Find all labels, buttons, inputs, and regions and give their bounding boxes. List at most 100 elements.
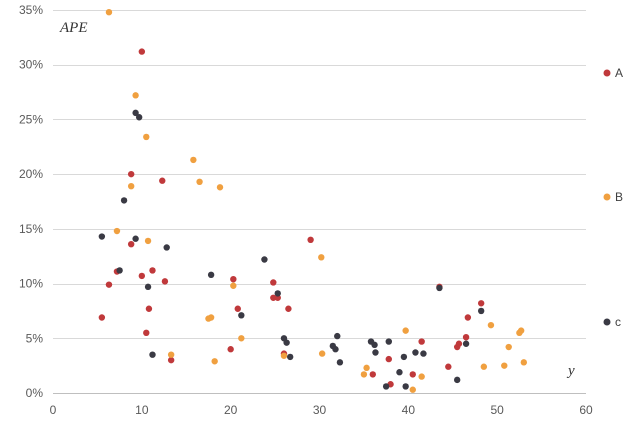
y-tick-labels: 0% 5% 10% 15% 20% 25% 30% 35%	[19, 3, 43, 400]
point-series-b	[207, 314, 215, 321]
point-series-c	[163, 244, 170, 251]
point-series-b	[143, 133, 150, 141]
point-series-b	[190, 156, 197, 164]
point-series-a	[145, 305, 153, 312]
y-tick-label: 15%	[19, 222, 43, 236]
point-series-a	[161, 278, 169, 285]
point-series-b	[196, 178, 203, 186]
y-tick-label: 5%	[26, 331, 44, 345]
point-series-b	[127, 182, 135, 190]
point-series-b	[238, 335, 245, 342]
point-series-c	[334, 332, 341, 340]
point-series-b	[167, 351, 175, 358]
point-series-a	[409, 371, 416, 378]
point-series-b	[363, 364, 370, 372]
point-series-b	[487, 321, 495, 329]
x-tick-label: 0	[50, 403, 57, 417]
point-series-c	[420, 350, 427, 357]
y-tick-label: 10%	[19, 277, 43, 291]
point-series-a	[227, 346, 234, 353]
point-series-c	[462, 340, 470, 347]
point-series-b	[216, 184, 224, 191]
point-series-b	[480, 363, 488, 370]
point-series-c	[283, 339, 290, 346]
x-tick-label: 20	[224, 403, 238, 417]
point-series-b	[144, 237, 152, 245]
point-series-c	[412, 349, 419, 356]
y-tick-label: 25%	[19, 112, 43, 126]
point-series-c	[98, 233, 106, 240]
x-tick-label: 40	[402, 403, 416, 417]
point-series-c	[336, 359, 344, 366]
point-series-b	[280, 352, 288, 359]
point-series-c	[238, 312, 245, 319]
point-series-b	[409, 386, 416, 393]
point-series-a	[138, 272, 146, 280]
point-series-c	[144, 283, 152, 291]
legend-label-b: B	[615, 190, 623, 204]
point-series-a	[127, 240, 135, 248]
point-series-c	[372, 349, 379, 356]
point-series-c	[135, 114, 143, 121]
legend-marker-c	[603, 318, 611, 326]
point-series-b	[520, 359, 528, 366]
point-series-a	[167, 356, 175, 364]
point-series-a	[98, 314, 106, 321]
point-series-b	[501, 362, 508, 369]
point-series-c	[477, 307, 485, 315]
point-series-a	[464, 314, 472, 321]
point-series-c	[385, 338, 392, 345]
point-series-a	[274, 294, 281, 301]
point-series-a	[369, 371, 376, 378]
legend: A Bc	[603, 66, 623, 329]
x-tick-label: 50	[490, 403, 504, 417]
x-tick-label: 60	[579, 403, 593, 417]
point-series-a	[455, 340, 463, 347]
x-tick-label: 30	[313, 403, 327, 417]
point-series-c	[116, 267, 123, 274]
point-series-c	[396, 369, 403, 376]
point-series-a	[230, 275, 237, 283]
point-series-b	[211, 358, 218, 365]
point-series-c	[371, 341, 378, 349]
y-tick-label: 0%	[26, 386, 44, 400]
point-series-a	[418, 338, 425, 345]
point-series-a	[234, 305, 241, 312]
point-series-a	[270, 279, 277, 286]
point-series-a	[149, 267, 156, 274]
x-tick-label: 10	[135, 403, 149, 417]
point-series-b	[505, 343, 512, 351]
gridlines	[53, 10, 586, 394]
legend-marker-a	[603, 69, 611, 77]
point-series-c	[120, 197, 128, 204]
point-series-c	[436, 284, 443, 292]
point-series-a	[385, 355, 392, 363]
point-series-c	[149, 351, 156, 358]
legend-label-c: c	[615, 315, 621, 329]
point-series-a	[462, 333, 470, 341]
point-series-c	[453, 376, 461, 384]
x-tick-labels: 0 10 20 30 40 50 60	[50, 403, 593, 417]
point-series-a	[270, 294, 277, 301]
point-series-a	[127, 170, 135, 178]
point-series-b	[132, 92, 139, 99]
point-series-c	[207, 271, 215, 279]
y-tick-label: 35%	[19, 3, 43, 17]
point-series-c	[274, 290, 281, 297]
point-series-b	[318, 350, 326, 357]
point-series-b	[113, 227, 121, 235]
legend-marker-b	[603, 193, 611, 201]
point-series-c	[132, 109, 139, 117]
point-series-c	[332, 346, 339, 353]
point-series-a	[138, 48, 146, 55]
y-tick-label: 20%	[19, 167, 43, 181]
point-series-b	[318, 254, 325, 261]
y-axis-label: APE	[59, 20, 88, 36]
point-series-c	[132, 235, 139, 242]
point-series-b	[418, 373, 425, 380]
point-series-a	[285, 305, 292, 312]
point-series-a	[159, 177, 166, 184]
point-series-c	[261, 256, 268, 263]
point-series-c	[400, 353, 408, 361]
